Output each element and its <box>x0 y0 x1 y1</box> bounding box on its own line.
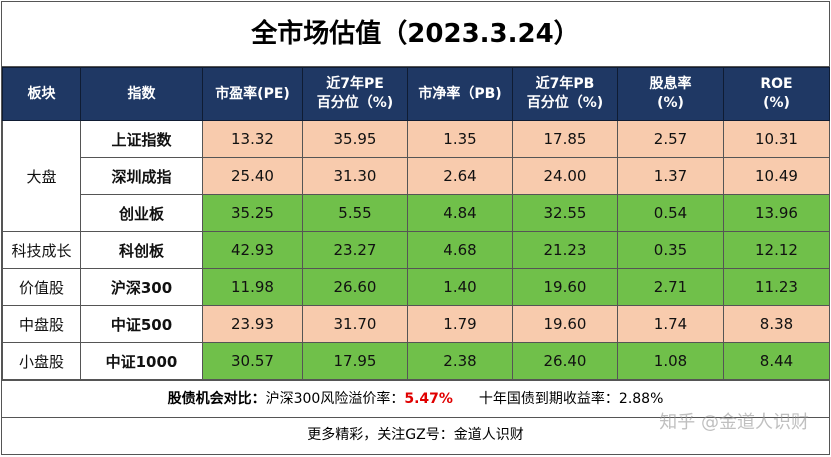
table-row: 科技成长 科创板 42.93 23.27 4.68 21.23 0.35 12.… <box>2 231 830 269</box>
roe-cell: 8.38 <box>723 305 830 343</box>
pe-percentile-cell: 17.95 <box>302 342 408 380</box>
table-row: 大盘 上证指数 13.32 35.95 1.35 17.85 2.57 10.3… <box>2 120 830 232</box>
index-name: 中证500 <box>80 305 203 343</box>
pb-percentile-cell: 19.60 <box>512 268 618 306</box>
pb-cell: 1.40 <box>407 268 513 306</box>
header-pb-percentile-line1: 近7年PB <box>535 76 595 92</box>
header-sector: 板块 <box>2 67 81 121</box>
pe-cell: 42.93 <box>202 231 303 269</box>
pb-percentile-cell: 24.00 <box>512 157 618 195</box>
pb-percentile-cell: 17.85 <box>512 120 618 158</box>
roe-cell: 11.23 <box>723 268 830 306</box>
pe-cell: 35.25 <box>202 194 303 232</box>
pb-cell: 1.35 <box>407 120 513 158</box>
page-title: 全市场估值（2023.3.24） <box>2 2 829 67</box>
pe-percentile-cell: 31.30 <box>302 157 408 195</box>
pe-cell: 13.32 <box>202 120 303 158</box>
table-row: 深圳成指 25.40 31.30 2.64 24.00 1.37 10.49 <box>3 157 830 195</box>
index-name: 科创板 <box>80 231 203 269</box>
pb-percentile-cell: 32.55 <box>512 194 618 232</box>
roe-cell: 8.44 <box>723 342 830 380</box>
index-name: 沪深300 <box>80 268 203 306</box>
roe-cell: 13.96 <box>723 194 830 232</box>
pb-cell: 2.64 <box>407 157 513 195</box>
table-row: 小盘股 中证1000 30.57 17.95 2.38 26.40 1.08 8… <box>2 342 830 380</box>
watermark-text: 知乎 @金道人识财 <box>659 412 809 433</box>
bond-yield-label: 十年国债到期收益率： <box>478 391 619 407</box>
table-row: 中盘股 中证500 23.93 31.70 1.79 19.60 1.74 8.… <box>2 305 830 343</box>
table-row: 创业板 35.25 5.55 4.84 32.55 0.54 13.96 <box>3 194 830 232</box>
pe-percentile-cell: 5.55 <box>302 194 408 232</box>
pe-cell: 30.57 <box>202 342 303 380</box>
pb-cell: 4.68 <box>407 231 513 269</box>
dividend-cell: 1.37 <box>617 157 724 195</box>
pe-cell: 11.98 <box>202 268 303 306</box>
header-roe-line2: (%) <box>763 95 790 111</box>
pb-percentile-cell: 21.23 <box>512 231 618 269</box>
header-pb-percentile: 近7年PB 百分位（%) <box>512 67 618 121</box>
header-pe-percentile-line1: 近7年PE <box>326 76 384 92</box>
pe-percentile-cell: 35.95 <box>302 120 408 158</box>
index-name: 中证1000 <box>80 342 203 380</box>
footer-text: 更多精彩，关注GZ号：金道人识财 <box>2 417 829 452</box>
sector-cell-xiaopan: 小盘股 <box>2 342 81 380</box>
bond-yield-value: 2.88% <box>618 391 664 407</box>
header-dividend-line1: 股息率 <box>649 76 692 92</box>
premium-label: 沪深300风险溢价率： <box>265 391 405 407</box>
index-name: 上证指数 <box>80 120 203 158</box>
sector-cell-zhongpan: 中盘股 <box>2 305 81 343</box>
dividend-cell: 1.74 <box>617 305 724 343</box>
dividend-cell: 2.71 <box>617 268 724 306</box>
header-roe: ROE (%) <box>723 67 830 121</box>
index-name: 创业板 <box>80 194 203 232</box>
header-pe: 市盈率(PE) <box>202 67 303 121</box>
sector-cell-dapan: 大盘 <box>2 120 81 232</box>
roe-cell: 12.12 <box>723 231 830 269</box>
header-dividend: 股息率 (%) <box>617 67 724 121</box>
sector-cell-jiazhi: 价值股 <box>2 268 81 306</box>
pe-cell: 25.40 <box>202 157 303 195</box>
pb-cell: 1.79 <box>407 305 513 343</box>
comparison-label: 股债机会对比： <box>167 391 266 407</box>
header-pb: 市净率（PB) <box>407 67 513 121</box>
header-pb-percentile-line2: 百分位（%) <box>526 95 604 111</box>
dividend-cell: 0.35 <box>617 231 724 269</box>
header-dividend-line2: (%) <box>657 95 684 111</box>
header-roe-line1: ROE <box>760 76 793 92</box>
sector-cell-keji: 科技成长 <box>2 231 81 269</box>
header-index: 指数 <box>80 67 203 121</box>
pb-cell: 2.38 <box>407 342 513 380</box>
roe-cell: 10.31 <box>723 120 830 158</box>
pb-percentile-cell: 26.40 <box>512 342 618 380</box>
pe-percentile-cell: 26.60 <box>302 268 408 306</box>
pb-cell: 4.84 <box>407 194 513 232</box>
pb-percentile-cell: 19.60 <box>512 305 618 343</box>
dividend-cell: 0.54 <box>617 194 724 232</box>
index-name: 深圳成指 <box>80 157 203 195</box>
valuation-table: 板块 指数 市盈率(PE) 近7年PE 百分位（%) 市净率（PB) 近7年PB… <box>2 67 830 380</box>
header-pe-percentile: 近7年PE 百分位（%) <box>302 67 408 121</box>
premium-value: 5.47% <box>404 391 453 407</box>
pe-percentile-cell: 23.27 <box>302 231 408 269</box>
dividend-cell: 2.57 <box>617 120 724 158</box>
header-pe-percentile-line2: 百分位（%) <box>316 95 394 111</box>
table-header-row: 板块 指数 市盈率(PE) 近7年PE 百分位（%) 市净率（PB) 近7年PB… <box>2 67 830 121</box>
table-row: 价值股 沪深300 11.98 26.60 1.40 19.60 2.71 11… <box>2 268 830 306</box>
pe-cell: 23.93 <box>202 305 303 343</box>
pe-percentile-cell: 31.70 <box>302 305 408 343</box>
roe-cell: 10.49 <box>723 157 830 195</box>
stock-bond-comparison: 股债机会对比：沪深300风险溢价率：5.47% 十年国债到期收益率：2.88% <box>2 380 829 417</box>
dividend-cell: 1.08 <box>617 342 724 380</box>
